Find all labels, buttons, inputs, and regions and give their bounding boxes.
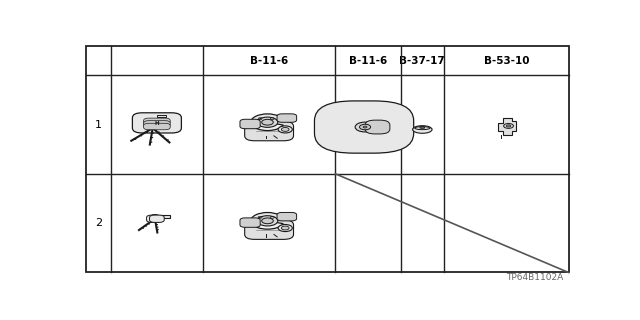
- Text: H: H: [155, 121, 159, 125]
- Ellipse shape: [413, 126, 432, 133]
- Circle shape: [506, 125, 511, 127]
- FancyBboxPatch shape: [244, 121, 294, 141]
- FancyBboxPatch shape: [240, 218, 260, 227]
- Wedge shape: [252, 221, 284, 229]
- Polygon shape: [499, 118, 516, 135]
- Circle shape: [278, 126, 292, 133]
- Ellipse shape: [415, 127, 430, 130]
- FancyBboxPatch shape: [143, 118, 170, 124]
- Circle shape: [262, 218, 273, 224]
- FancyBboxPatch shape: [132, 113, 181, 133]
- Bar: [157, 115, 166, 117]
- Circle shape: [363, 126, 367, 128]
- Text: B-11-6: B-11-6: [250, 56, 288, 66]
- Bar: [159, 215, 170, 218]
- Text: B-53-10: B-53-10: [484, 56, 529, 66]
- Circle shape: [278, 225, 292, 232]
- FancyBboxPatch shape: [143, 121, 170, 127]
- FancyBboxPatch shape: [365, 120, 390, 134]
- Text: TP64B1102A: TP64B1102A: [506, 273, 564, 282]
- Text: B-37-17: B-37-17: [399, 56, 445, 66]
- FancyBboxPatch shape: [147, 215, 161, 222]
- Circle shape: [282, 226, 289, 230]
- Circle shape: [251, 212, 284, 229]
- Circle shape: [262, 119, 273, 125]
- Circle shape: [282, 127, 289, 131]
- FancyBboxPatch shape: [277, 114, 296, 122]
- Text: 2: 2: [95, 218, 102, 228]
- FancyBboxPatch shape: [277, 212, 296, 221]
- Wedge shape: [252, 122, 284, 131]
- FancyBboxPatch shape: [244, 220, 294, 239]
- Circle shape: [257, 117, 278, 127]
- Circle shape: [251, 114, 284, 131]
- FancyBboxPatch shape: [143, 123, 170, 130]
- Text: 1: 1: [95, 120, 102, 130]
- FancyBboxPatch shape: [240, 119, 260, 129]
- FancyBboxPatch shape: [150, 215, 164, 222]
- FancyBboxPatch shape: [314, 101, 413, 153]
- Circle shape: [360, 124, 371, 130]
- Ellipse shape: [420, 127, 425, 128]
- Circle shape: [257, 216, 278, 226]
- Circle shape: [355, 122, 375, 132]
- Text: B-11-6: B-11-6: [349, 56, 387, 66]
- Circle shape: [504, 124, 513, 128]
